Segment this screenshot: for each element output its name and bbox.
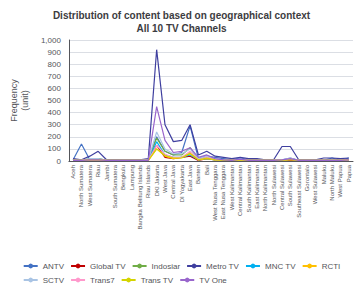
svg-text:East Nusa Tenggara: East Nusa Tenggara bbox=[220, 164, 226, 219]
svg-text:Frequency: Frequency bbox=[9, 79, 19, 122]
svg-text:100: 100 bbox=[48, 144, 62, 153]
svg-text:Bengkulu: Bengkulu bbox=[120, 165, 126, 190]
svg-text:400: 400 bbox=[48, 108, 62, 117]
svg-text:Southeast Sulawesi: Southeast Sulawesi bbox=[296, 165, 302, 218]
svg-text:RCTI: RCTI bbox=[322, 262, 341, 271]
svg-text:Central Sulawesi: Central Sulawesi bbox=[279, 165, 285, 210]
svg-text:Gorontalo: Gorontalo bbox=[304, 164, 310, 191]
svg-text:600: 600 bbox=[48, 84, 62, 93]
svg-text:North Maluku: North Maluku bbox=[329, 165, 335, 201]
svg-text:Papua: Papua bbox=[346, 164, 352, 182]
svg-text:West Kalimantan: West Kalimantan bbox=[229, 165, 235, 210]
svg-text:Trans7: Trans7 bbox=[90, 276, 115, 285]
svg-text:South Kalimantan: South Kalimantan bbox=[246, 165, 252, 212]
svg-text:SCTV: SCTV bbox=[43, 276, 65, 285]
svg-text:700: 700 bbox=[48, 72, 62, 81]
svg-text:East Kalimantan: East Kalimantan bbox=[254, 165, 260, 209]
svg-text:Lampung: Lampung bbox=[129, 165, 135, 190]
svg-text:South Sumatera: South Sumatera bbox=[112, 164, 118, 208]
svg-text:Indosiar: Indosiar bbox=[152, 262, 181, 271]
svg-text:West Sumatera: West Sumatera bbox=[87, 164, 93, 206]
svg-text:North Sulawesi: North Sulawesi bbox=[271, 165, 277, 205]
svg-text:Central Java: Central Java bbox=[170, 164, 176, 198]
svg-text:Metro TV: Metro TV bbox=[206, 262, 239, 271]
svg-text:West Nusa Tenggara: West Nusa Tenggara bbox=[212, 164, 218, 220]
svg-text:Riau Islands: Riau Islands bbox=[145, 165, 151, 198]
svg-text:500: 500 bbox=[48, 96, 62, 105]
svg-text:DI Yogyakarta: DI Yogyakarta bbox=[179, 164, 185, 202]
svg-text:DKI Jakarta: DKI Jakarta bbox=[154, 164, 160, 196]
svg-text:Jambi: Jambi bbox=[104, 165, 110, 181]
svg-text:200: 200 bbox=[48, 132, 62, 141]
svg-text:Maluku: Maluku bbox=[321, 165, 327, 184]
svg-text:Trans TV: Trans TV bbox=[141, 276, 174, 285]
svg-text:Bangka Belitung Islands: Bangka Belitung Islands bbox=[137, 165, 143, 229]
svg-text:West Papua: West Papua bbox=[337, 164, 343, 197]
svg-text:West Sulawesi: West Sulawesi bbox=[312, 165, 318, 204]
svg-text:Banten: Banten bbox=[195, 165, 201, 184]
svg-text:Riau: Riau bbox=[95, 165, 101, 177]
svg-text:900: 900 bbox=[48, 48, 62, 57]
svg-text:North Sumatera: North Sumatera bbox=[78, 164, 84, 207]
svg-text:300: 300 bbox=[48, 120, 62, 129]
svg-text:Global TV: Global TV bbox=[90, 262, 126, 271]
svg-text:Central Kalimantan: Central Kalimantan bbox=[237, 165, 243, 216]
svg-text:Aceh: Aceh bbox=[70, 165, 76, 179]
svg-text:All 10 TV Channels: All 10 TV Channels bbox=[136, 23, 226, 34]
svg-text:West Java: West Java bbox=[162, 164, 168, 193]
svg-text:TV One: TV One bbox=[199, 276, 227, 285]
svg-text:North Kalimantan: North Kalimantan bbox=[262, 165, 268, 211]
svg-text:ANTV: ANTV bbox=[43, 262, 65, 271]
svg-text:East Java: East Java bbox=[187, 164, 193, 191]
svg-text:South Sulawesi: South Sulawesi bbox=[287, 165, 293, 206]
svg-text:1,000: 1,000 bbox=[41, 36, 62, 45]
svg-text:MNC TV: MNC TV bbox=[265, 262, 296, 271]
svg-text:Bali: Bali bbox=[204, 165, 210, 175]
svg-text:(unit): (unit) bbox=[20, 90, 30, 111]
svg-text:Distribution of content based: Distribution of content based on geograp… bbox=[53, 10, 311, 21]
svg-text:800: 800 bbox=[48, 60, 62, 69]
svg-text:0: 0 bbox=[56, 157, 61, 166]
